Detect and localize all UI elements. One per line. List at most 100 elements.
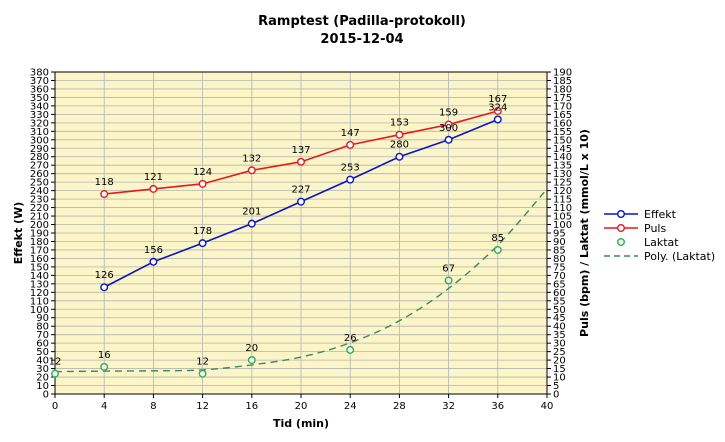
laktat-data-label: 12 xyxy=(49,357,62,368)
y-right-tick-label: 30 xyxy=(553,339,566,350)
y-right-tick-label: 185 xyxy=(553,76,572,87)
y-right-tick-label: 10 xyxy=(553,373,566,384)
y-left-tick-label: 10 xyxy=(36,381,49,392)
x-axis-title: Tid (min) xyxy=(273,417,329,430)
x-tick-label: 28 xyxy=(393,401,406,412)
laktat-point xyxy=(444,276,453,285)
effekt-point xyxy=(297,197,306,206)
y-left-tick-label: 120 xyxy=(30,288,49,299)
y-right-tick-label: 105 xyxy=(553,212,572,223)
effekt-data-label: 201 xyxy=(242,207,261,218)
laktat-point xyxy=(247,356,256,365)
legend-label-puls: Puls xyxy=(644,222,666,235)
y-left-tick-label: 250 xyxy=(30,178,49,189)
puls-data-label: 118 xyxy=(95,177,114,188)
effekt-data-label: 253 xyxy=(341,163,360,174)
effekt-data-label: 280 xyxy=(390,140,409,151)
y-left-tick-label: 170 xyxy=(30,245,49,256)
y-left-tick-label: 100 xyxy=(30,305,49,316)
y-right-tick-label: 180 xyxy=(553,84,572,95)
y-left-tick-label: 280 xyxy=(30,152,49,163)
effekt-data-label: 300 xyxy=(439,123,458,134)
y-right-tick-label: 130 xyxy=(553,169,572,180)
y-left-tick-label: 350 xyxy=(30,93,49,104)
chart-subtitle: 2015-12-04 xyxy=(320,32,403,47)
y-right-tick-label: 75 xyxy=(553,262,566,273)
legend-marker-puls xyxy=(617,223,626,232)
axes xyxy=(51,71,551,398)
y-right-tick-label: 55 xyxy=(553,296,566,307)
laktat-data-label: 16 xyxy=(98,350,111,361)
y-right-tick-label: 45 xyxy=(553,313,566,324)
series-layer xyxy=(51,106,548,378)
y-right-tick-label: 165 xyxy=(553,110,572,121)
effekt-point xyxy=(444,135,453,144)
legend-marker-effekt xyxy=(617,209,626,218)
x-tick-label: 4 xyxy=(101,401,107,412)
y-left-tick-label: 310 xyxy=(30,127,49,138)
y-right-tick-label: 120 xyxy=(553,186,572,197)
legend-label-laktat: Laktat xyxy=(644,236,679,249)
y-left-tick-label: 220 xyxy=(30,203,49,214)
y-left-tick-label: 340 xyxy=(30,101,49,112)
y-left-tick-label: 70 xyxy=(36,330,49,341)
effekt-data-label: 178 xyxy=(193,226,212,237)
puls-point xyxy=(100,190,109,199)
y-right-tick-label: 190 xyxy=(553,68,572,79)
laktat-point xyxy=(493,245,502,254)
puls-data-label: 132 xyxy=(242,153,261,164)
effekt-point xyxy=(198,239,207,248)
y-right-tick-label: 70 xyxy=(553,271,566,282)
x-tick-label: 20 xyxy=(295,401,308,412)
y-right-tick-label: 5 xyxy=(553,381,559,392)
puls-point xyxy=(149,184,158,193)
y-right-tick-label: 90 xyxy=(553,237,566,248)
puls-point xyxy=(297,157,306,166)
puls-point xyxy=(247,166,256,175)
y-right-tick-label: 15 xyxy=(553,364,566,375)
y-left-tick-label: 40 xyxy=(36,356,49,367)
y-right-tick-label: 135 xyxy=(553,161,572,172)
y-left-tick-label: 320 xyxy=(30,118,49,129)
laktat-data-label: 26 xyxy=(344,333,357,344)
y-left-tick-label: 140 xyxy=(30,271,49,282)
effekt-point xyxy=(346,175,355,184)
laktat-data-label: 20 xyxy=(245,343,258,354)
y-right-tick-label: 150 xyxy=(553,135,572,146)
puls-point xyxy=(346,140,355,149)
puls-data-label: 121 xyxy=(144,172,163,183)
laktat-point xyxy=(100,362,109,371)
effekt-data-label: 126 xyxy=(95,270,114,281)
laktat-point xyxy=(346,345,355,354)
y-left-tick-label: 370 xyxy=(30,76,49,87)
puls-data-label: 147 xyxy=(341,128,360,139)
y-left-tick-label: 150 xyxy=(30,262,49,273)
puls-data-label: 137 xyxy=(291,145,310,156)
y-right-tick-label: 125 xyxy=(553,178,572,189)
effekt-data-label: 227 xyxy=(291,185,310,196)
y-left-tick-label: 270 xyxy=(30,161,49,172)
effekt-point xyxy=(493,115,502,124)
x-tick-label: 16 xyxy=(245,401,258,412)
x-tick-label: 32 xyxy=(442,401,455,412)
puls-data-label: 153 xyxy=(390,118,409,129)
laktat-point xyxy=(51,369,60,378)
y-right-tick-label: 35 xyxy=(553,330,566,341)
y-right-tick-label: 160 xyxy=(553,118,572,129)
y-left-tick-label: 50 xyxy=(36,347,49,358)
y-left-tick-label: 200 xyxy=(30,220,49,231)
legend-marker-laktat xyxy=(617,237,626,246)
x-tick-label: 0 xyxy=(52,401,58,412)
effekt-point xyxy=(247,219,256,228)
puls-point xyxy=(198,179,207,188)
y-left-tick-label: 190 xyxy=(30,229,49,240)
y-right-tick-label: 95 xyxy=(553,229,566,240)
effekt-point xyxy=(395,152,404,161)
puls-point xyxy=(395,130,404,139)
legend-label-effekt: Effekt xyxy=(644,208,677,221)
x-tick-label: 24 xyxy=(344,401,357,412)
y-left-tick-label: 90 xyxy=(36,313,49,324)
y-right-tick-label: 20 xyxy=(553,356,566,367)
